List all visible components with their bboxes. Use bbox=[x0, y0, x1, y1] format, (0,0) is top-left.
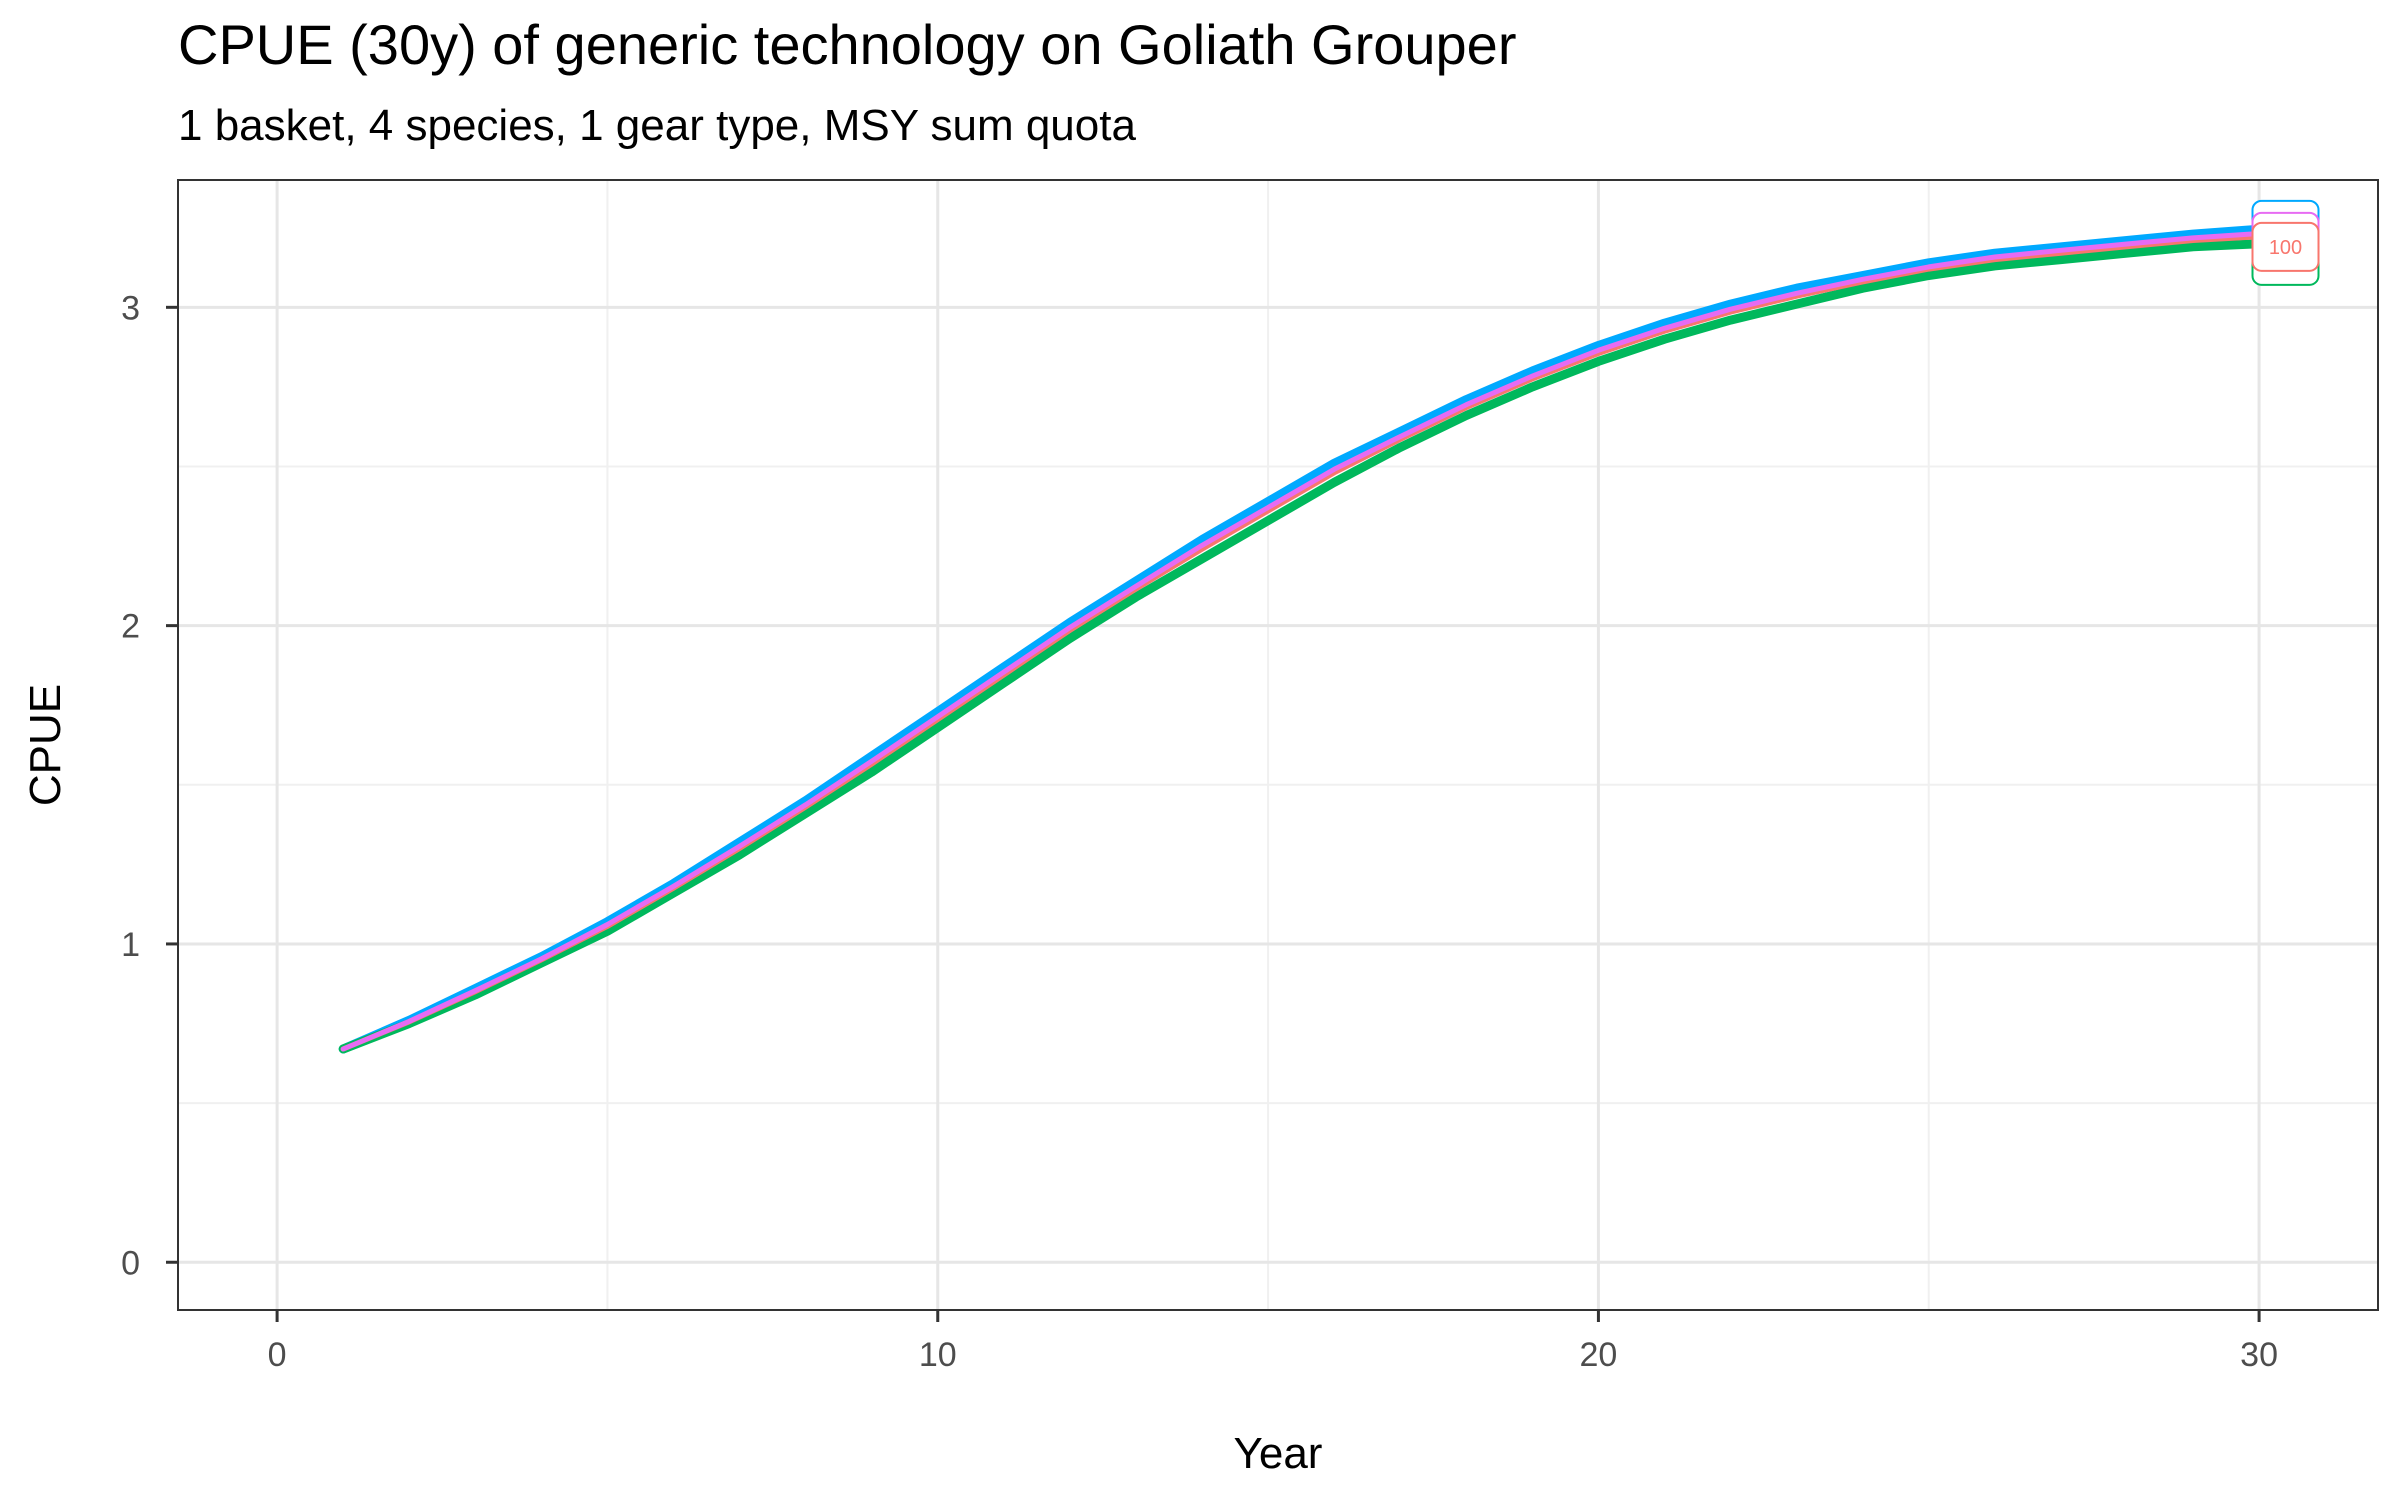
y-tick-label: 1 bbox=[121, 926, 140, 964]
series-line-4 bbox=[340, 231, 2262, 1052]
plot-panel-border bbox=[177, 179, 2379, 1311]
chart-title: CPUE (30y) of generic technology on Goli… bbox=[178, 13, 1516, 76]
series-line-3 bbox=[340, 234, 2262, 1052]
x-tick-label: 20 bbox=[1580, 1336, 1618, 1374]
end-label-box-4: 100 bbox=[2251, 221, 2320, 272]
x-tick-label: 0 bbox=[268, 1336, 287, 1374]
end-label-text: 100 bbox=[2269, 237, 2302, 259]
axis-ticks: 0 10 20 30 0 1 2 3 bbox=[121, 289, 2278, 1374]
y-tick-label: 0 bbox=[121, 1244, 140, 1282]
chart-subtitle: 1 basket, 4 species, 1 gear type, MSY su… bbox=[178, 101, 1136, 150]
series-line-2 bbox=[338, 239, 2264, 1054]
y-tick-label: 3 bbox=[121, 289, 140, 327]
x-tick-label: 10 bbox=[919, 1336, 957, 1374]
series-line-1 bbox=[338, 224, 2264, 1054]
end-label-box-outline bbox=[2251, 221, 2320, 272]
x-tick-label: 30 bbox=[2240, 1336, 2278, 1374]
y-axis-title: CPUE bbox=[21, 684, 70, 806]
end-labels: 100100100100 bbox=[2251, 199, 2320, 286]
series-lines bbox=[338, 224, 2264, 1054]
grid bbox=[178, 180, 2378, 1310]
y-tick-label: 2 bbox=[121, 608, 140, 646]
x-axis-title: Year bbox=[1234, 1429, 1323, 1478]
